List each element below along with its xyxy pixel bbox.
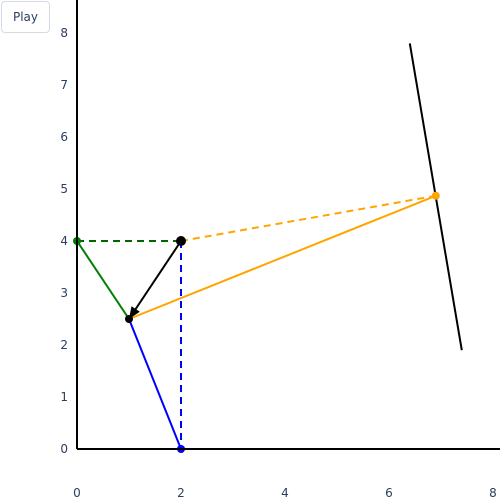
- y-tick-label: 2: [60, 338, 68, 352]
- segments-layer: [76, 43, 463, 450]
- y-tick-label: 7: [60, 78, 68, 92]
- play-button[interactable]: Play: [1, 1, 50, 33]
- tick-labels-layer: 0 2 4 6 8 0 1 2 3 4 5 6 7 8: [60, 26, 496, 500]
- y-tick-label: 3: [60, 286, 68, 300]
- y-tick-label: 8: [60, 26, 68, 40]
- black-point-small: [125, 315, 133, 323]
- x-tick-label: 8: [489, 486, 497, 500]
- arrow-head: [129, 306, 140, 319]
- orange-point: [431, 191, 440, 200]
- y-tick-label: 5: [60, 182, 68, 196]
- segment-orange-dashed: [180, 194, 436, 242]
- arrow-shaft: [128, 240, 182, 320]
- segment-green-solid: [76, 240, 130, 320]
- y-tick-label: 6: [60, 130, 68, 144]
- y-tick-label: 4: [60, 234, 68, 248]
- axes-layer: [76, 0, 500, 450]
- arrow-layer: [128, 240, 182, 320]
- points-layer: [73, 191, 440, 453]
- segment-orange-solid: [128, 194, 437, 320]
- segment-blue-solid: [128, 318, 182, 450]
- y-tick-label: 0: [60, 442, 68, 456]
- x-tick-label: 2: [177, 486, 185, 500]
- x-tick-label: 0: [73, 486, 81, 500]
- black-point-large: [176, 236, 186, 246]
- x-tick-label: 6: [385, 486, 393, 500]
- y-tick-label: 1: [60, 390, 68, 404]
- x-tick-label: 4: [281, 486, 289, 500]
